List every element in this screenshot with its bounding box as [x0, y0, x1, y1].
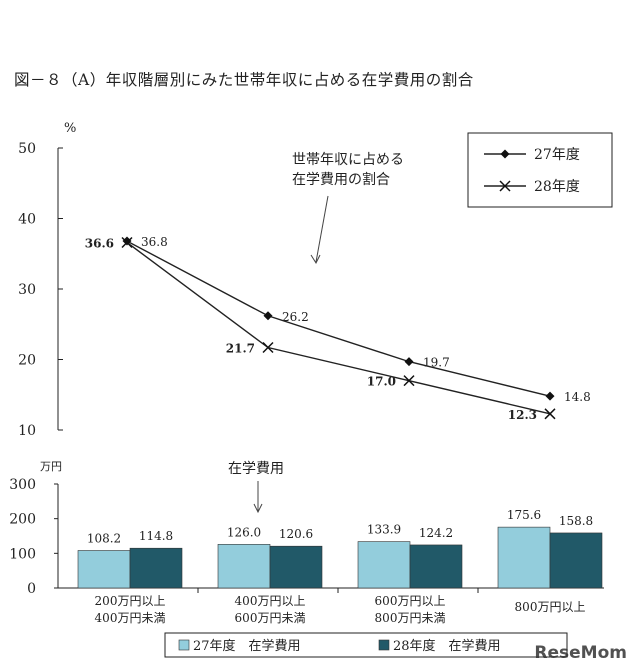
- bar-category-label: 400万円未満: [95, 611, 166, 625]
- bar-legend-box: [164, 632, 568, 658]
- bar-value-label-28: 124.2: [419, 526, 453, 540]
- bar-28: [269, 545, 323, 589]
- legend-label-28: 28年度: [534, 179, 580, 195]
- legend-swatch-28: [378, 639, 390, 651]
- bar-28: [129, 547, 183, 589]
- bar-annotation-text: 在学費用: [228, 461, 284, 477]
- marker-28: [262, 341, 274, 354]
- bar-annotation-arrow-head: [253, 503, 263, 514]
- line-legend-box: [467, 132, 613, 208]
- annotation-arrow-head: [310, 254, 321, 265]
- marker-28-stroke: [121, 236, 133, 249]
- line-annotation-text: 在学費用の割合: [292, 171, 390, 188]
- marker-27: [545, 391, 555, 401]
- annotation-arrow: [315, 195, 329, 263]
- bar-value-label-27: 126.0: [227, 525, 261, 539]
- bar-28: [549, 532, 603, 589]
- bar-28: [409, 544, 463, 589]
- marker-27: [404, 357, 414, 367]
- data-label-27: 26.2: [282, 310, 309, 324]
- bar-27: [357, 541, 411, 589]
- marker-28-stroke: [262, 341, 274, 354]
- data-label-28: 21.7: [226, 342, 255, 356]
- data-label-27: 36.8: [141, 235, 168, 249]
- watermark-logo: ReseMom: [534, 643, 627, 663]
- data-label-28: 12.3: [508, 408, 537, 422]
- bar-category-label: 600万円未満: [235, 611, 306, 625]
- bar-value-label-27: 108.2: [87, 531, 121, 545]
- marker-28: [121, 236, 133, 249]
- marker-28-stroke: [403, 375, 415, 387]
- marker-28: [403, 375, 415, 387]
- bar-y-tick-label: 200: [9, 512, 36, 528]
- line-y-tick-label: 30: [18, 282, 36, 298]
- bar-27: [217, 544, 271, 589]
- bar-category-label: 800万円以上: [515, 600, 586, 614]
- bar-y-tick-label: 300: [9, 477, 36, 493]
- bar-value-label-27: 133.9: [367, 523, 401, 537]
- bar-category-label: 800万円未満: [375, 611, 446, 625]
- figure-title: 図－８（A）年収階層別にみた世帯年収に占める在学費用の割合: [14, 71, 474, 89]
- bar-legend-label-27: 27年度 在学費用: [193, 638, 301, 654]
- bar-category-label: 600万円以上: [375, 594, 446, 608]
- bar-y-tick-label: 100: [9, 546, 36, 562]
- bar-value-label-28: 114.8: [139, 529, 173, 543]
- legend-marker-28: [499, 180, 511, 192]
- data-label-27: 19.7: [423, 356, 450, 370]
- bar-27: [497, 526, 551, 589]
- line-y-unit-label: %: [64, 121, 76, 136]
- series-line-28: [126, 241, 551, 415]
- data-label-28: 36.6: [85, 236, 114, 250]
- legend-swatch-27: [178, 639, 190, 651]
- legend-marker-28-stroke: [499, 180, 511, 192]
- legend-marker-27: [500, 149, 510, 159]
- bar-legend-label-28: 28年度 在学費用: [393, 638, 501, 654]
- legend-label-27: 27年度: [534, 147, 580, 163]
- line-y-tick-label: 50: [18, 141, 36, 157]
- line-y-tick-label: 40: [18, 212, 36, 228]
- marker-27: [122, 236, 132, 246]
- line-y-tick-label: 10: [18, 423, 36, 439]
- bar-value-label-27: 175.6: [507, 508, 541, 522]
- data-label-27: 14.8: [564, 390, 591, 404]
- bar-27: [77, 550, 131, 589]
- bar-category-label: 400万円以上: [235, 594, 306, 608]
- data-label-28: 17.0: [367, 375, 396, 389]
- bar-y-tick-label: 0: [27, 581, 36, 597]
- marker-28-stroke: [544, 408, 556, 420]
- bar-value-label-28: 158.8: [559, 514, 593, 528]
- marker-28: [544, 408, 556, 420]
- bar-y-unit-label: 万円: [40, 460, 62, 473]
- bar-category-label: 200万円以上: [95, 594, 166, 608]
- line-chart: 10 20 30 40 50% 36.8 26.2 19.7 14.8 36.6 21.7 17.0 1…: [18, 121, 613, 439]
- line-annotation-text: 世帯年収に占める: [292, 152, 404, 168]
- bar-chart: 0 100 200 300 万円 108.2 114.8 200万円以上 400万円未満 126.…: [9, 460, 604, 658]
- marker-27: [263, 311, 273, 321]
- bar-value-label-28: 120.6: [279, 527, 313, 541]
- line-y-tick-label: 20: [18, 353, 36, 369]
- series-line-27: [126, 240, 551, 397]
